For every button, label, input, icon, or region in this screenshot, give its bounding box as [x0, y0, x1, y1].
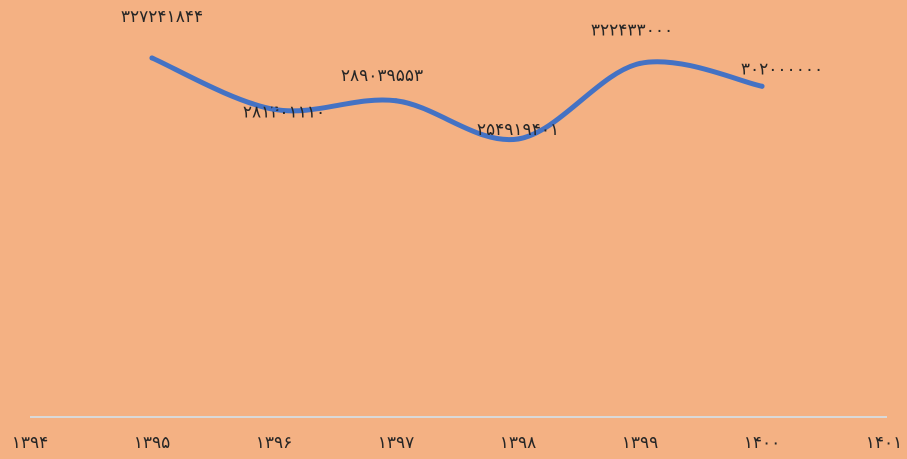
data-label: ۲۵۴۹۱۹۴۰۱ — [477, 120, 559, 140]
data-point — [637, 60, 643, 66]
data-point — [515, 136, 521, 142]
data-point — [271, 106, 277, 112]
x-tick-label: ۱۳۹۷ — [378, 433, 415, 453]
data-label: ۳۰۲۰۰۰۰۰۰ — [741, 59, 823, 79]
data-label: ۲۸۹۰۳۹۵۵۳ — [341, 66, 423, 86]
x-tick-label: ۱۳۹۴ — [12, 433, 49, 453]
x-tick-label: ۱۳۹۸ — [500, 433, 537, 453]
x-tick-label: ۱۳۹۵ — [134, 433, 171, 453]
x-tick-label: ۱۳۹۶ — [256, 433, 293, 453]
data-point — [393, 98, 399, 104]
x-axis-ticks: ۱۳۹۴ ۱۳۹۵ ۱۳۹۶ ۱۳۹۷ ۱۳۹۸ ۱۳۹۹ ۱۴۰۰ ۱۴۰۱ — [12, 433, 903, 453]
data-points — [149, 55, 765, 142]
x-tick-label: ۱۳۹۹ — [622, 433, 659, 453]
series-line — [149, 55, 765, 143]
data-point — [149, 55, 155, 61]
x-tick-label: ۱۴۰۱ — [866, 433, 903, 453]
data-point — [759, 83, 765, 89]
data-label: ۳۲۲۴۳۳۰۰۰ — [591, 20, 673, 40]
data-labels: ۳۲۷۲۴۱۸۴۴ ۲۸۱۴۰۱۱۱۰ ۲۸۹۰۳۹۵۵۳ ۲۵۴۹۱۹۴۰۱ ۳۲۲۴… — [121, 7, 823, 140]
x-tick-label: ۱۴۰۰ — [744, 433, 781, 453]
data-label: ۲۸۱۴۰۱۱۱۰ — [243, 102, 325, 122]
data-label: ۳۲۷۲۴۱۸۴۴ — [121, 7, 203, 27]
